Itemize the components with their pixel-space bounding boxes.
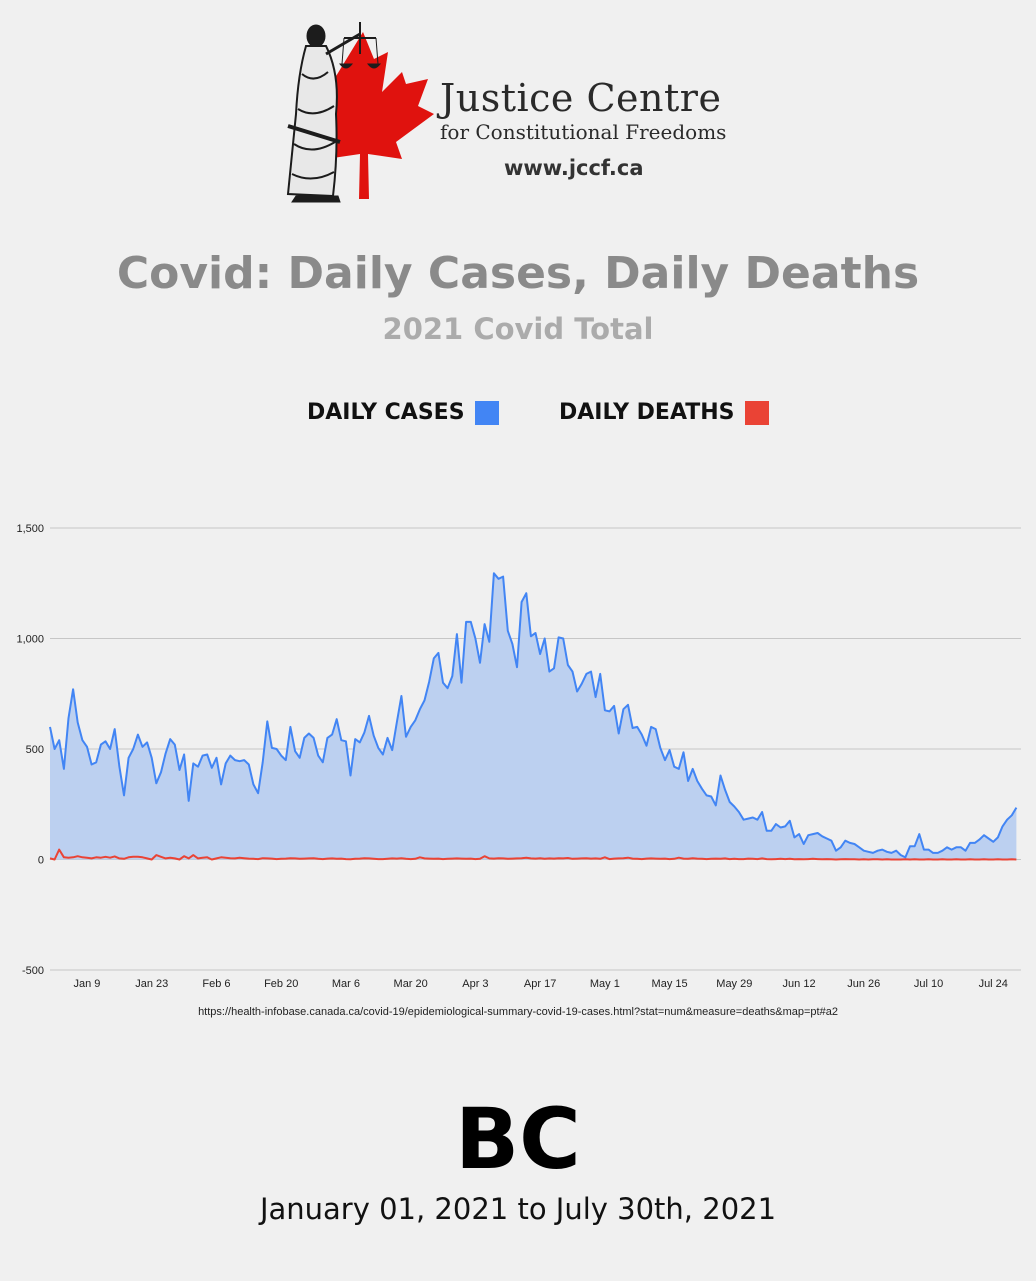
y-axis-ticks: 1,500 1,000 500 0 -500 (16, 523, 44, 977)
series-line-1 (49, 848, 1017, 861)
covid-area-chart: 1,500 1,000 500 0 -500 Jan 9 Jan 23 Feb 6 Feb 2… (16, 523, 1021, 990)
date-range: January 01, 2021 to July 30th, 2021 (259, 1192, 777, 1226)
legend-item-cases: DAILY CASES (307, 400, 499, 425)
logo-emblem (286, 22, 434, 203)
x-tick-label: Apr 17 (524, 978, 556, 990)
x-tick-label: Jun 26 (847, 978, 880, 990)
y-tick-label: 1,000 (16, 634, 44, 646)
x-tick-label: Jan 9 (74, 978, 101, 990)
lady-justice-icon (286, 22, 382, 203)
logo-website[interactable]: www.jccf.ca (504, 156, 644, 180)
chart-title: Covid: Daily Cases, Daily Deaths (116, 248, 920, 299)
x-tick-label: Jul 10 (914, 978, 943, 990)
x-tick-label: May 29 (716, 978, 752, 990)
y-tick-label: 500 (26, 744, 44, 756)
x-tick-label: May 1 (590, 978, 620, 990)
x-tick-label: Feb 6 (202, 978, 230, 990)
y-tick-label: -500 (22, 965, 44, 977)
y-tick-label: 1,500 (16, 523, 44, 535)
y-tick-label: 0 (38, 855, 44, 867)
legend-label-deaths: DAILY DEATHS (559, 400, 735, 425)
x-tick-label: Feb 20 (264, 978, 298, 990)
x-tick-label: Jan 23 (135, 978, 168, 990)
logo-name-line1: Justice Centre (440, 76, 722, 120)
chart-legend: DAILY CASES DAILY DEATHS (0, 400, 1036, 434)
series-lines (49, 572, 1018, 861)
series-area-0 (50, 573, 1017, 860)
x-tick-label: Mar 20 (394, 978, 428, 990)
x-tick-label: Mar 6 (332, 978, 360, 990)
region-label: BC (455, 1090, 581, 1188)
x-tick-label: Jul 24 (979, 978, 1008, 990)
source-url[interactable]: https://health-infobase.canada.ca/covid-… (198, 1006, 838, 1018)
logo-name-line2: for Constitutional Freedoms (440, 120, 727, 144)
legend-swatch-deaths (744, 400, 769, 425)
x-axis-ticks: Jan 9 Jan 23 Feb 6 Feb 20 Mar 6 Mar 20 Apr 3 Ap… (74, 978, 1008, 990)
x-tick-label: Apr 3 (462, 978, 488, 990)
maple-leaf-icon (308, 32, 434, 199)
chart-subtitle: 2021 Covid Total (382, 312, 654, 346)
series-areas (50, 573, 1017, 860)
legend-swatch-cases (474, 400, 499, 425)
x-tick-label: Jun 12 (783, 978, 816, 990)
legend-item-deaths: DAILY DEATHS (559, 400, 769, 425)
x-tick-label: May 15 (652, 978, 688, 990)
jccf-logo: Justice Centre for Constitutional Freedo… (278, 14, 748, 204)
legend-label-cases: DAILY CASES (307, 400, 465, 425)
series-line-0 (49, 572, 1018, 859)
